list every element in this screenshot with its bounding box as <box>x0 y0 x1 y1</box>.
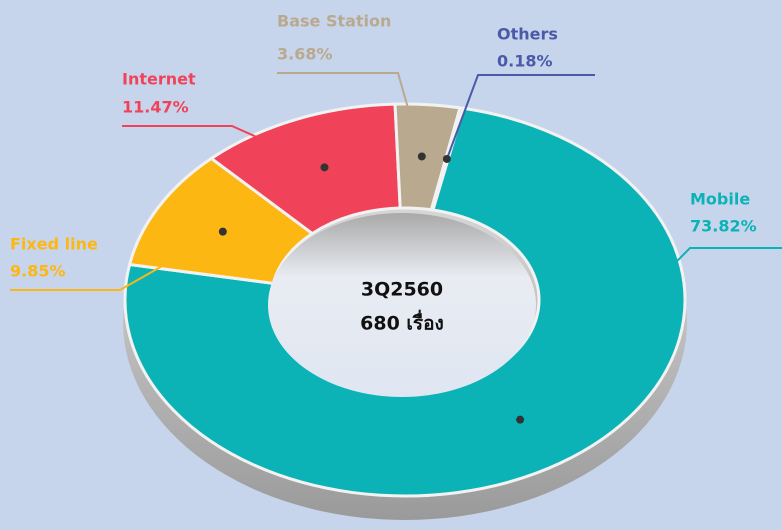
category-label: Base Station <box>277 12 391 31</box>
leader-line <box>445 74 595 160</box>
value-label: 3.68% <box>277 45 333 64</box>
value-label: 0.18% <box>497 52 553 71</box>
leader-dot <box>320 163 329 172</box>
category-label: Others <box>497 25 558 44</box>
category-label: Fixed line <box>10 235 98 254</box>
value-label: 11.47% <box>122 98 189 117</box>
category-label: Mobile <box>690 190 750 209</box>
leader-dot <box>442 154 451 163</box>
leader-dot <box>417 152 426 161</box>
donut-hole <box>268 213 536 397</box>
leader-dot <box>516 415 525 424</box>
value-label: 73.82% <box>690 217 757 236</box>
labels: Mobile 73.82% Fixed line 9.85% Internet 11.47… <box>10 12 782 424</box>
leader-line <box>122 125 325 169</box>
slices <box>123 102 687 498</box>
value-label: 9.85% <box>10 262 66 281</box>
leader-line <box>277 72 423 157</box>
leader-dot <box>218 227 227 236</box>
category-label: Internet <box>122 70 196 89</box>
leader-line <box>10 230 224 291</box>
center-label: 680 เรื่อง <box>360 310 444 335</box>
center-label: 3Q2560 <box>361 279 443 301</box>
leader-line <box>519 247 782 421</box>
